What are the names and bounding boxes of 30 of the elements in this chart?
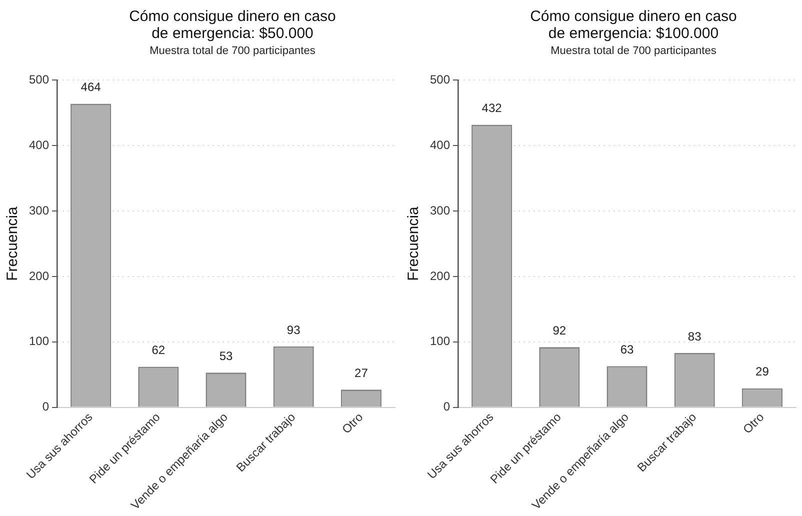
y-tick-label: 400 [28, 138, 50, 152]
data-label: 464 [80, 80, 102, 94]
chart-title: Cómo consigue dinero en caso de emergencia: $100.000 [529, 8, 738, 42]
data-label: 63 [620, 342, 634, 356]
y-axis-title: Frecuencia [405, 206, 422, 281]
data-label: 27 [354, 366, 368, 380]
data-label: 53 [219, 348, 234, 363]
y-tick-label: 200 [28, 268, 50, 283]
y-tick-label: 0 [443, 400, 450, 414]
y-tick-label: 300 [28, 203, 50, 218]
chart-title: Cómo consigue dinero en caso de emergencia: $50.000 [128, 8, 337, 42]
y-tick-label: 500 [430, 72, 450, 87]
data-label: 432 [482, 101, 502, 116]
y-tick-label: 300 [430, 203, 450, 218]
data-label: 62 [152, 343, 166, 358]
data-label: 83 [688, 329, 702, 344]
y-tick-label: 0 [42, 400, 50, 414]
data-label: 29 [756, 364, 770, 379]
x-tick-label: Otro [339, 410, 366, 436]
x-tick-label: Otro [740, 410, 767, 436]
chart-subtitle: Muestra total de 700 participantes [148, 45, 316, 58]
y-tick-label: 100 [430, 334, 450, 348]
y-axis-title: Frecuencia [4, 206, 22, 281]
y-tick-label: 500 [28, 72, 50, 87]
data-label: 92 [552, 323, 566, 338]
chart-subtitle: Muestra total de 700 participantes [550, 45, 718, 58]
y-tick-label: 400 [430, 138, 450, 152]
y-tick-label: 100 [28, 334, 50, 348]
data-label: 93 [286, 322, 301, 337]
y-tick-label: 200 [430, 268, 450, 283]
